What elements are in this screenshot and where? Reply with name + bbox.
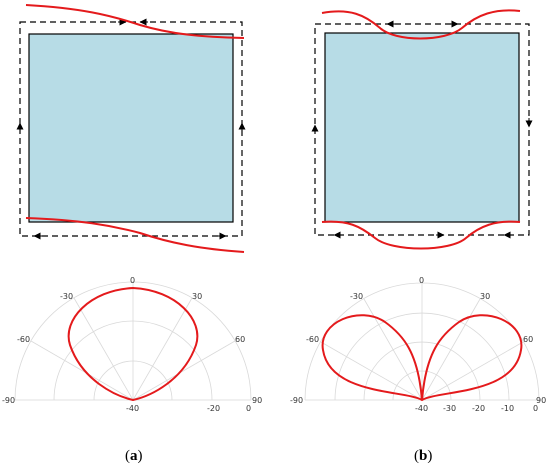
panel-b-pattern-curve: [321, 314, 523, 402]
panel-a-radial-label: -20: [207, 404, 220, 413]
panel-a-polar: -90 -60 -30 0 30 60 90 -40 -20 0: [2, 276, 262, 413]
panel-b-angle-label: -90: [290, 396, 303, 405]
panel-b-angle-label: 60: [523, 335, 533, 344]
panel-a-angle-label: 30: [192, 292, 202, 301]
panel-b-caption-close: ): [427, 448, 432, 464]
panel-a-radial-label: -40: [126, 404, 139, 413]
panel-b-radial-label: -20: [472, 404, 485, 413]
panel-b-angle-label: 0: [419, 276, 424, 285]
panel-a-angle-label: -60: [17, 335, 30, 344]
panel-b-caption-letter: b: [419, 448, 427, 464]
panel-a-angle-label: -90: [2, 396, 15, 405]
panel-b-angle-label: -30: [350, 292, 363, 301]
panel-b-radial-label: 0: [533, 404, 538, 413]
panel-a-radial-label: 0: [246, 404, 251, 413]
panel-a-curve-bottom: [25, 217, 245, 253]
panel-a-box: [28, 33, 234, 223]
panel-b-caption: (b): [414, 448, 432, 464]
panel-a-caption: (a): [125, 448, 143, 464]
panel-b-polar-grid: [304, 282, 540, 401]
panel-a-caption-open: (: [125, 448, 130, 464]
panel-b-radial-label: -40: [415, 404, 428, 413]
panel-b-angle-label: 90: [536, 396, 546, 405]
panel-b-curve-top: [321, 9, 521, 40]
panel-b-polar: -90 -60 -30 0 30 60 90 -40 -30 -20 -10 0: [290, 276, 546, 413]
panel-b-angle-label: -60: [306, 335, 319, 344]
panel-a-polar-grid: [14, 281, 252, 401]
panel-a-pattern-curve: [67, 286, 199, 402]
panel-a-diagram: [16, 4, 246, 253]
panel-a-angle-label: 90: [252, 396, 262, 405]
panel-a-caption-letter: a: [130, 448, 138, 464]
panel-b-caption-open: (: [414, 448, 419, 464]
panel-b-angle-label: 30: [480, 292, 490, 301]
panel-a-angle-label: -30: [60, 292, 73, 301]
panel-a-angle-label: 0: [130, 276, 135, 285]
panel-b-box: [324, 32, 520, 223]
panel-b-curve-bottom: [321, 220, 521, 250]
panel-b-radial-label: -30: [443, 404, 456, 413]
panel-a-caption-close: ): [138, 448, 143, 464]
panel-a-angle-label: 60: [235, 335, 245, 344]
panel-b-diagram: [311, 9, 533, 250]
panel-b-radial-label: -10: [501, 404, 514, 413]
panel-a-curve-top: [25, 4, 245, 39]
